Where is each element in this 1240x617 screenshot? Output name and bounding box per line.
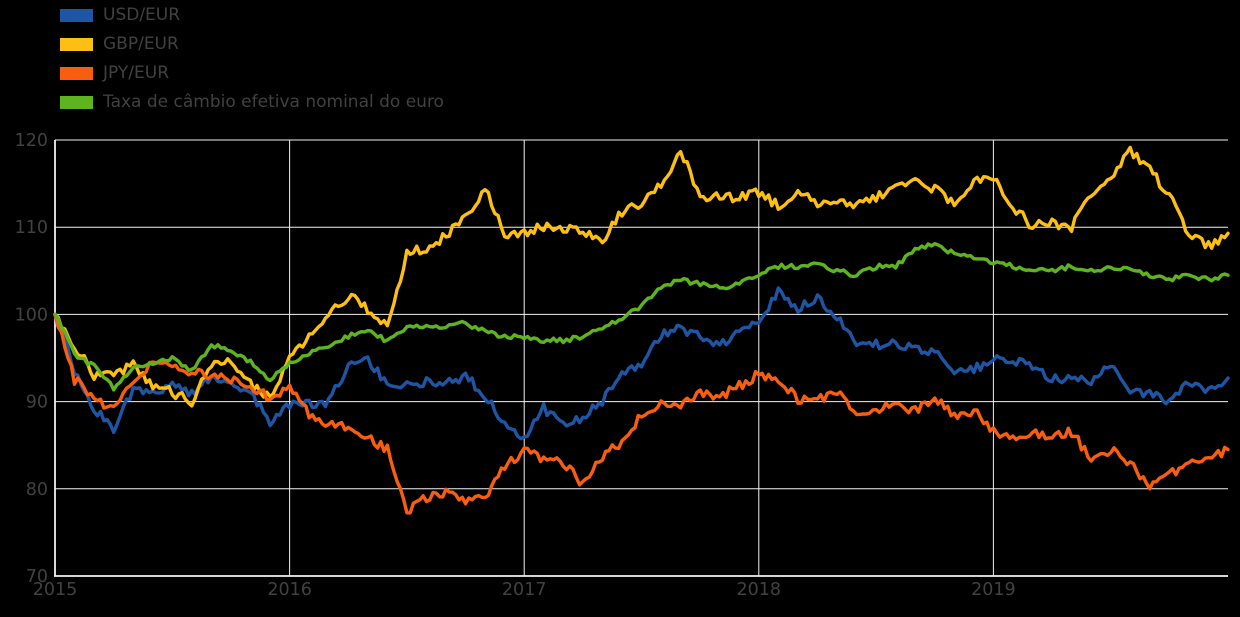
jpy-eur-color-swatch <box>60 67 93 80</box>
legend-item-usd-eur: USD/EUR <box>60 6 444 25</box>
legend-item-gbp-eur: GBP/EUR <box>60 35 444 54</box>
x-tick-label: 2016 <box>267 580 312 600</box>
x-tick-label: 2019 <box>971 580 1016 600</box>
x-tick-label: 2017 <box>502 580 547 600</box>
effective-rate-color-swatch <box>60 96 93 109</box>
y-tick-label: 70 <box>26 567 48 587</box>
usd-eur-color-swatch <box>60 9 93 22</box>
y-tick-label: 80 <box>26 480 48 500</box>
legend-item-jpy-eur: JPY/EUR <box>60 64 444 83</box>
series-line-usd-eur <box>53 286 1230 441</box>
legend-label-usd-eur: USD/EUR <box>103 5 181 25</box>
axis-spines <box>54 140 1228 577</box>
legend-label-jpy-eur: JPY/EUR <box>103 63 169 83</box>
legend-label-effective-rate: Taxa de câmbio efetiva nominal do euro <box>103 92 444 112</box>
gbp-eur-color-swatch <box>60 38 93 51</box>
series-line-taxa-de-c-mbio-efetiva-nominal-do-euro <box>53 241 1230 392</box>
x-tick-label: 2015 <box>33 580 78 600</box>
y-tick-label: 90 <box>26 393 48 413</box>
series-line-gbp-eur <box>53 145 1230 408</box>
y-tick-label: 110 <box>15 218 48 238</box>
series-line-jpy-eur <box>53 312 1230 515</box>
x-tick-label: 2018 <box>737 580 782 600</box>
legend-item-effective-rate: Taxa de câmbio efetiva nominal do euro <box>60 93 444 112</box>
chart-legend: USD/EUR GBP/EUR JPY/EUR Taxa de câmbio e… <box>60 6 444 112</box>
y-tick-label: 100 <box>15 305 48 325</box>
axis-tick-labels: 70 80 90 100 110 120 2015 2016 2017 2018 2019 <box>15 131 1016 600</box>
y-tick-label: 120 <box>15 131 48 151</box>
legend-label-gbp-eur: GBP/EUR <box>103 34 179 54</box>
